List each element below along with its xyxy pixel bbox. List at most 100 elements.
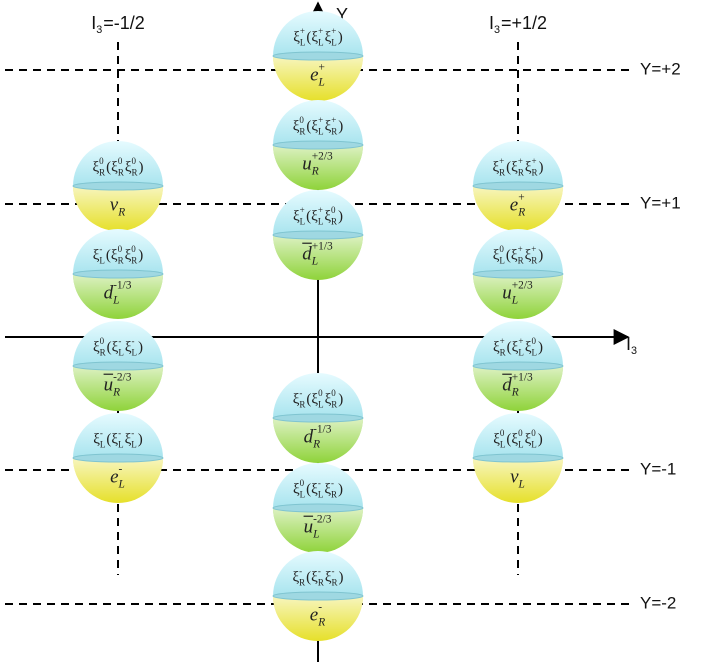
label-sub: R	[99, 167, 105, 177]
band	[73, 454, 163, 462]
label: ξ+L(ξ+Lξ+L)	[293, 26, 343, 48]
particle: ξ+R(ξ+Lξ0L)d+1/3R	[473, 321, 563, 411]
label-sup: -	[118, 428, 121, 438]
label-base: )	[338, 481, 343, 497]
band	[273, 414, 363, 422]
label-sup: -	[299, 388, 302, 398]
label-base: u	[104, 374, 114, 395]
label-sub: L	[112, 294, 119, 306]
label-base: (ξ	[106, 159, 118, 175]
label-sub: 3	[494, 24, 500, 36]
label-sup: 0	[518, 428, 523, 438]
label-base: )	[338, 391, 343, 407]
label-sup: -	[119, 464, 123, 476]
label-sup: 0	[531, 428, 536, 438]
particle: ξ+R(ξ+Rξ+R)e+R	[473, 141, 563, 231]
label-sub: L	[511, 294, 518, 306]
label-sub: R	[331, 216, 337, 226]
label-sup: 0	[300, 478, 305, 488]
label-sub: R	[299, 399, 305, 409]
label-base: (ξ	[306, 569, 318, 585]
label-base: d	[302, 243, 312, 264]
band	[473, 454, 563, 462]
band	[473, 270, 563, 278]
label-sub: R	[331, 126, 337, 136]
label-sub: R	[532, 167, 538, 177]
label-sub: R	[312, 438, 320, 450]
label-sup: +	[499, 156, 504, 166]
label-sup: +2/3	[312, 151, 333, 163]
label-sub: L	[531, 439, 537, 449]
label-base: )	[539, 159, 544, 175]
label-sup: -1/3	[113, 280, 132, 292]
label-sub: R	[518, 255, 524, 265]
label-sub: R	[299, 577, 305, 587]
label-base: (ξ	[306, 208, 318, 224]
label-sup: +	[518, 244, 523, 254]
label-sub: 3	[631, 345, 637, 357]
label-sub: R	[132, 167, 138, 177]
label-sup: 0	[318, 388, 323, 398]
label-sub: L	[532, 347, 538, 357]
label-sub: L	[311, 255, 318, 267]
label-base: e	[310, 604, 318, 625]
label-base: u	[304, 516, 314, 537]
label-base: e	[510, 194, 518, 215]
label-sub: R	[131, 255, 137, 265]
label-sup: +	[331, 26, 336, 36]
label-sup: -2/3	[313, 514, 332, 526]
band	[473, 362, 563, 370]
label-sub: R	[518, 167, 524, 177]
label-base: d	[304, 426, 314, 447]
label-sup: 0	[500, 428, 505, 438]
label-sub: L	[312, 528, 319, 540]
label-base: (ξ	[306, 29, 318, 45]
label-sub: L	[518, 439, 524, 449]
label-sup: 0	[499, 244, 504, 254]
label-sub: L	[318, 126, 324, 136]
band	[73, 270, 163, 278]
label-sub: L	[518, 347, 524, 357]
label-base: e	[310, 64, 318, 85]
label-sub: R	[511, 386, 519, 398]
label-sup: +	[300, 26, 305, 36]
label-base: e	[110, 466, 118, 487]
level-label: Y=-2	[640, 593, 676, 612]
label-sub: R	[331, 399, 337, 409]
label-sup: 0	[118, 244, 123, 254]
label-sub: L	[331, 37, 337, 47]
label-base: (ξ	[506, 431, 518, 447]
label-sub: R	[500, 347, 506, 357]
label-sub: 3	[96, 24, 102, 36]
label-sub: L	[131, 439, 137, 449]
label-base: )	[338, 208, 343, 224]
label-base: =+1/2	[501, 13, 547, 33]
label-sub: R	[100, 347, 106, 357]
label-sup: 0	[299, 115, 304, 125]
label-sup: -	[318, 566, 321, 576]
label: ξ+R(ξ+Rξ+R)	[492, 156, 543, 178]
label-sub: R	[311, 165, 319, 177]
label-sup: 0	[99, 156, 104, 166]
label-base: u	[502, 282, 512, 303]
label-sup: +	[319, 62, 325, 74]
label-sub: L	[499, 255, 505, 265]
label-sub: L	[318, 76, 325, 88]
label-sup: 0	[118, 156, 123, 166]
band	[273, 52, 363, 60]
label-sub: R	[118, 255, 124, 265]
label-sub: L	[318, 399, 324, 409]
label-sub: R	[299, 126, 305, 136]
label-sub: L	[300, 37, 306, 47]
label-sup: 0	[331, 205, 336, 215]
label-sub: R	[317, 616, 325, 628]
label-sup: +	[318, 115, 323, 125]
